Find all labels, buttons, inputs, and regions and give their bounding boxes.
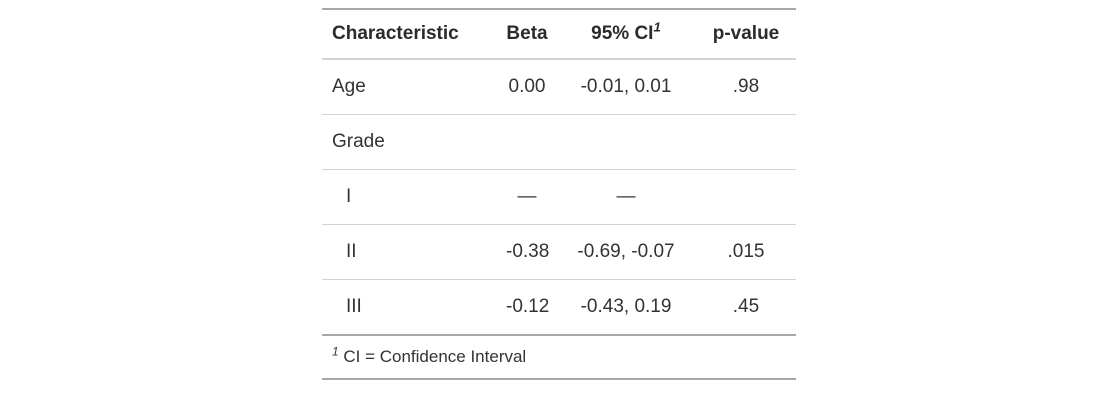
cell-pvalue: .98	[696, 59, 796, 115]
col-header-beta: Beta	[498, 9, 556, 60]
table-header: Characteristic Beta 95% CI1 p-value	[322, 9, 796, 60]
col-header-95ci: 95% CI1	[556, 9, 696, 60]
col-header-95ci-label: 95% CI	[591, 23, 654, 44]
cell-beta: 0.00	[498, 59, 556, 115]
table-row-grade: Grade	[322, 114, 796, 170]
cell-ci: —	[556, 169, 696, 225]
footnote-text: CI = Confidence Interval	[343, 347, 527, 366]
cell-ci: -0.69, -0.07	[556, 224, 696, 280]
table-footer: 1 CI = Confidence Interval	[322, 335, 796, 379]
col-header-pvalue: p-value	[696, 9, 796, 60]
ci-footnote-marker: 1	[653, 19, 661, 35]
footnote-marker: 1	[332, 344, 339, 359]
cell-pvalue: .45	[696, 279, 796, 336]
col-header-characteristic: Characteristic	[322, 9, 498, 60]
cell-characteristic: Grade	[322, 114, 498, 170]
cell-beta	[498, 114, 556, 170]
cell-ci: -0.01, 0.01	[556, 59, 696, 115]
table-body: Age 0.00 -0.01, 0.01 .98 Grade I — — II …	[322, 59, 796, 336]
cell-pvalue	[696, 114, 796, 170]
cell-beta: -0.12	[498, 279, 556, 336]
cell-beta: -0.38	[498, 224, 556, 280]
table-row-grade-3: III -0.12 -0.43, 0.19 .45	[322, 279, 796, 336]
cell-pvalue: .015	[696, 224, 796, 280]
cell-characteristic: Age	[322, 59, 498, 115]
cell-pvalue	[696, 169, 796, 225]
regression-summary-container: Characteristic Beta 95% CI1 p-value Age …	[322, 8, 796, 380]
table-row-age: Age 0.00 -0.01, 0.01 .98	[322, 59, 796, 115]
cell-characteristic: III	[322, 279, 498, 336]
table-row-grade-1: I — —	[322, 169, 796, 225]
cell-characteristic: II	[322, 224, 498, 280]
regression-summary-table: Characteristic Beta 95% CI1 p-value Age …	[322, 8, 796, 380]
footnote-row: 1 CI = Confidence Interval	[322, 335, 796, 379]
cell-beta: —	[498, 169, 556, 225]
header-row: Characteristic Beta 95% CI1 p-value	[322, 9, 796, 60]
cell-ci: -0.43, 0.19	[556, 279, 696, 336]
table-row-grade-2: II -0.38 -0.69, -0.07 .015	[322, 224, 796, 280]
footnote: 1 CI = Confidence Interval	[322, 335, 796, 379]
cell-ci	[556, 114, 696, 170]
cell-characteristic: I	[322, 169, 498, 225]
